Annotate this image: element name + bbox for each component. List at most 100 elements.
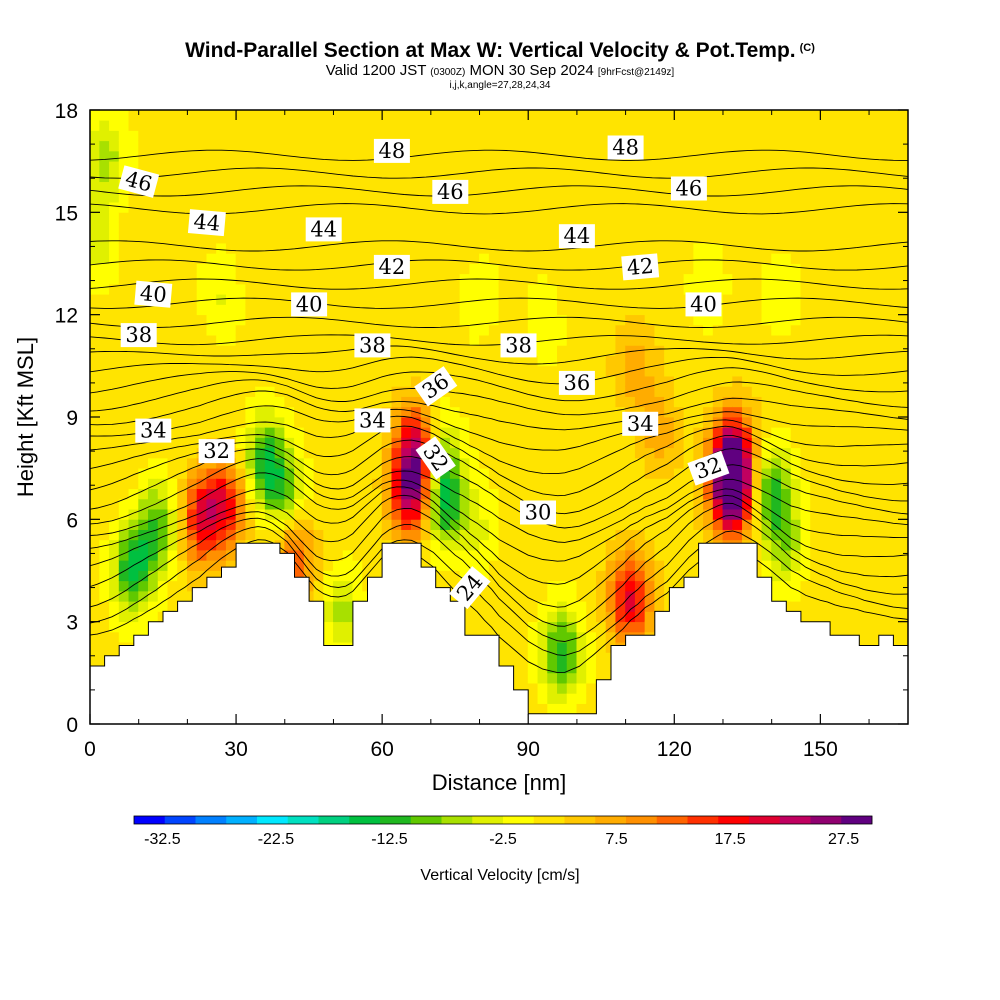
velocity-cell <box>566 304 578 316</box>
velocity-cell <box>255 273 266 285</box>
velocity-cell <box>518 539 529 551</box>
velocity-cell <box>167 242 179 254</box>
velocity-cell <box>245 396 256 408</box>
velocity-cell <box>703 478 714 490</box>
velocity-cell <box>742 478 753 490</box>
velocity-cell <box>858 273 870 285</box>
velocity-cell <box>557 324 568 336</box>
velocity-cell <box>868 314 880 326</box>
velocity-cell <box>508 651 519 663</box>
velocity-cell <box>868 529 880 541</box>
velocity-cell <box>819 263 831 275</box>
velocity-cell <box>206 283 217 295</box>
velocity-cell <box>771 252 782 264</box>
velocity-cell <box>634 181 646 193</box>
velocity-cell <box>771 334 782 346</box>
velocity-cell <box>576 304 588 316</box>
velocity-cell <box>858 140 870 152</box>
velocity-cell <box>761 263 773 275</box>
velocity-cell <box>118 150 130 162</box>
velocity-cell <box>557 293 568 305</box>
velocity-cell <box>654 559 665 571</box>
velocity-cell <box>498 201 510 213</box>
velocity-cell <box>333 600 344 612</box>
velocity-cell <box>255 140 266 152</box>
velocity-cell <box>839 375 850 387</box>
velocity-cell <box>586 334 597 346</box>
velocity-cell <box>274 242 286 254</box>
velocity-cell <box>771 222 782 234</box>
velocity-cell <box>819 160 831 172</box>
velocity-cell <box>664 478 675 490</box>
velocity-cell <box>644 385 656 397</box>
velocity-cell <box>479 559 490 571</box>
velocity-cell <box>878 160 889 172</box>
velocity-cell <box>518 549 529 561</box>
velocity-cell <box>177 518 188 530</box>
velocity-cell <box>722 232 734 244</box>
velocity-cell <box>284 498 295 510</box>
velocity-cell <box>109 488 120 500</box>
velocity-cell <box>410 252 422 264</box>
velocity-cell <box>430 263 441 275</box>
velocity-cell <box>878 222 889 234</box>
velocity-cell <box>157 518 169 530</box>
velocity-cell <box>479 181 490 193</box>
velocity-cell <box>196 130 208 142</box>
velocity-cell <box>430 201 441 213</box>
velocity-cell <box>605 334 617 346</box>
velocity-cell <box>868 457 880 469</box>
velocity-cell <box>508 191 519 203</box>
velocity-cell <box>654 273 665 285</box>
velocity-cell <box>410 222 422 234</box>
velocity-cell <box>362 365 373 377</box>
velocity-cell <box>810 488 821 500</box>
velocity-cell <box>547 703 558 715</box>
velocity-cell <box>751 355 763 367</box>
velocity-cell <box>849 549 860 561</box>
velocity-cell <box>362 222 373 234</box>
velocity-cell <box>410 171 422 183</box>
velocity-cell <box>703 396 714 408</box>
velocity-cell <box>615 232 626 244</box>
velocity-cell <box>761 416 773 428</box>
velocity-cell <box>206 242 217 254</box>
velocity-cell <box>751 385 763 397</box>
velocity-cell <box>664 396 675 408</box>
velocity-cell <box>693 416 704 428</box>
velocity-cell <box>790 119 802 131</box>
velocity-cell <box>683 498 695 510</box>
velocity-cell <box>576 201 588 213</box>
velocity-cell <box>703 375 714 387</box>
velocity-cell <box>625 160 636 172</box>
velocity-cell <box>372 110 383 121</box>
velocity-cell <box>761 508 773 520</box>
velocity-cell <box>109 518 120 530</box>
velocity-cell <box>527 130 539 142</box>
velocity-cell <box>771 437 782 449</box>
velocity-cell <box>566 529 578 541</box>
velocity-cell <box>294 232 305 244</box>
velocity-cell <box>586 478 597 490</box>
velocity-cell <box>479 498 490 510</box>
velocity-cell <box>469 119 480 131</box>
velocity-cell <box>430 396 441 408</box>
velocity-cell <box>206 263 217 275</box>
velocity-cell <box>722 211 734 223</box>
velocity-cell <box>673 110 685 121</box>
velocity-cell <box>595 611 607 623</box>
velocity-cell <box>430 252 441 264</box>
velocity-cell <box>576 426 588 438</box>
velocity-cell <box>829 110 841 121</box>
velocity-cell <box>157 447 169 459</box>
velocity-cell <box>722 171 734 183</box>
velocity-cell <box>634 110 646 121</box>
velocity-cell <box>479 508 490 520</box>
velocity-cell <box>284 232 295 244</box>
velocity-cell <box>440 508 451 520</box>
velocity-cell <box>449 222 461 234</box>
velocity-cell <box>449 375 461 387</box>
velocity-cell <box>644 211 656 223</box>
velocity-cell <box>128 508 140 520</box>
velocity-cell <box>722 447 734 459</box>
